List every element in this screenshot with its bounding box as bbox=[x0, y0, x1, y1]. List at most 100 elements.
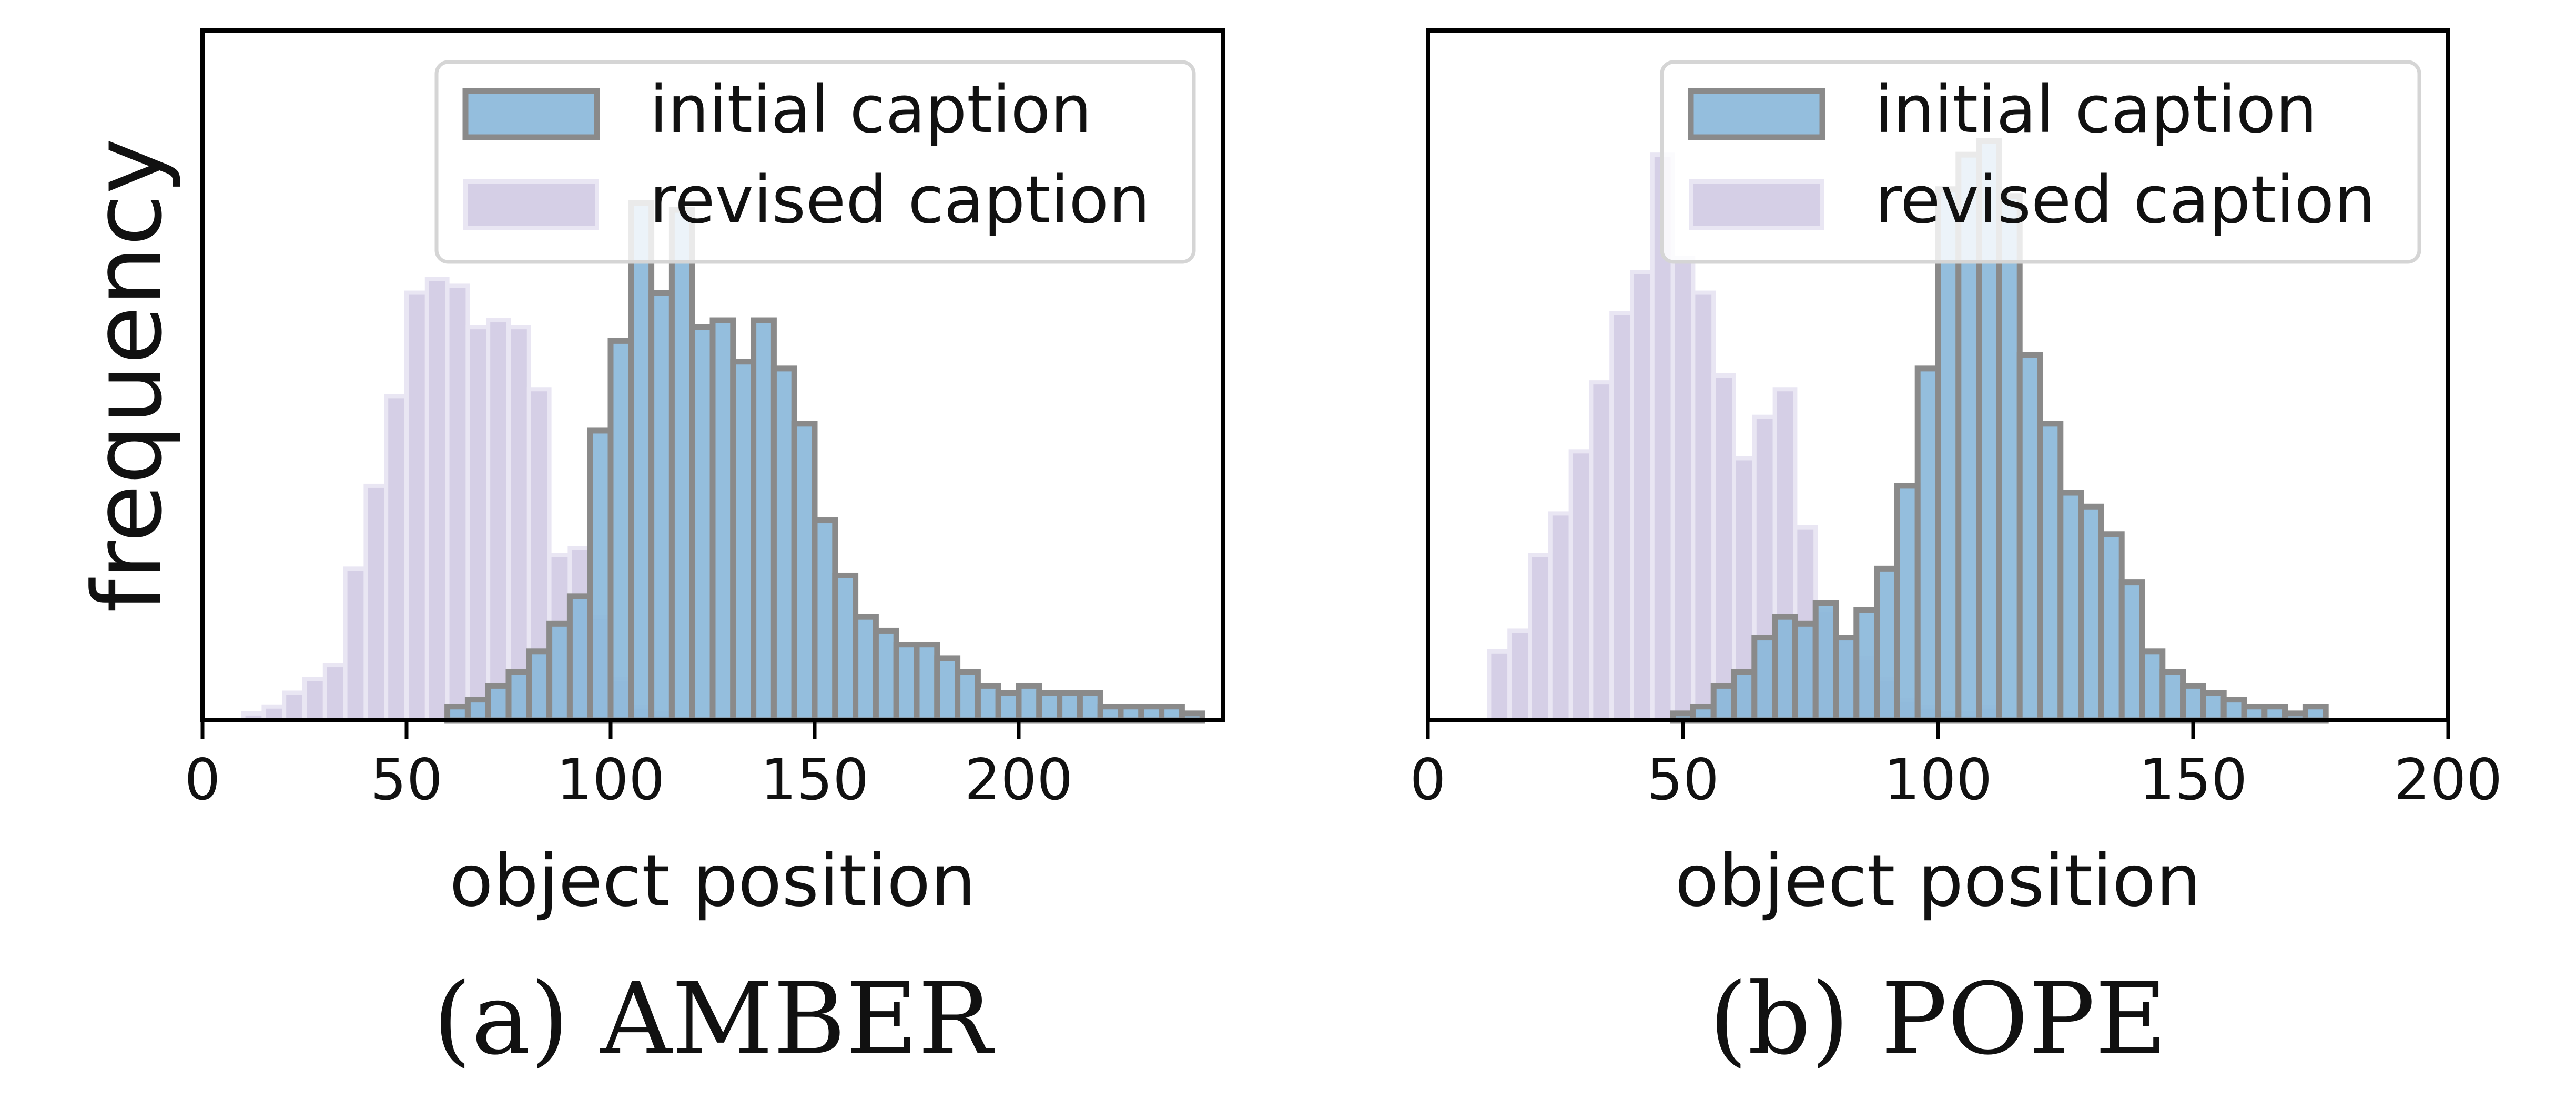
x-axis-label-amber: object position bbox=[449, 840, 976, 923]
bar-initial-caption-pope-16 bbox=[1996, 193, 2023, 724]
bar-initial-caption-pope-19 bbox=[2057, 490, 2084, 724]
legend-amber: initial caption revised caption bbox=[434, 60, 1196, 264]
bar-initial-caption-amber-3 bbox=[505, 669, 532, 724]
bar-initial-caption-amber-14 bbox=[730, 359, 757, 724]
bar-revised-caption-pope-1 bbox=[1507, 628, 1532, 722]
bar-initial-caption-pope-27 bbox=[2220, 697, 2247, 724]
bar-initial-caption-amber-13 bbox=[709, 317, 736, 724]
bar-revised-caption-amber-10 bbox=[445, 283, 470, 722]
bar-initial-caption-pope-5 bbox=[1772, 614, 1798, 724]
x-tick-label-pope-0: 0 bbox=[1410, 747, 1446, 813]
bar-initial-caption-amber-15 bbox=[751, 317, 777, 724]
bar-revised-caption-pope-10 bbox=[1691, 290, 1716, 722]
bar-initial-caption-amber-7 bbox=[587, 427, 614, 724]
bar-initial-caption-amber-2 bbox=[485, 683, 512, 724]
x-tick-label-amber-1: 50 bbox=[370, 747, 442, 813]
panel-pope: 0 50 100 150 200 object position initial capti… bbox=[1410, 28, 2502, 1077]
bar-initial-caption-pope-2 bbox=[1710, 683, 1737, 724]
legend-label-amber-1: revised caption bbox=[650, 162, 1150, 238]
bar-initial-caption-amber-21 bbox=[873, 627, 899, 724]
bar-initial-caption-pope-22 bbox=[2118, 579, 2145, 724]
bar-revised-caption-amber-13 bbox=[506, 325, 531, 722]
y-axis-label-amber: frequency bbox=[73, 138, 183, 613]
bar-initial-caption-amber-29 bbox=[1036, 690, 1063, 724]
x-tick-label-pope-3: 150 bbox=[2139, 747, 2247, 813]
bar-initial-caption-amber-11 bbox=[668, 207, 695, 724]
bar-initial-caption-amber-5 bbox=[546, 620, 573, 724]
bar-initial-caption-pope-12 bbox=[1914, 365, 1941, 724]
bar-revised-caption-pope-3 bbox=[1548, 511, 1573, 723]
panel-amber: 0 50 100 150 200 object position frequency init… bbox=[73, 28, 1225, 1077]
x-tick-label-pope-4: 200 bbox=[2394, 747, 2502, 813]
bar-revised-caption-amber-4 bbox=[322, 663, 348, 723]
x-tick-label-amber-4: 200 bbox=[965, 747, 1073, 813]
subcaption-pope: (b) POPE bbox=[1709, 962, 2167, 1077]
bar-initial-caption-amber-25 bbox=[955, 669, 981, 724]
bar-revised-caption-pope-7 bbox=[1630, 270, 1655, 722]
legend-swatch-pope-1 bbox=[1689, 179, 1824, 230]
bar-initial-caption-amber-28 bbox=[1016, 683, 1042, 724]
bar-initial-caption-amber-18 bbox=[812, 517, 838, 724]
legend-swatch-amber-0 bbox=[462, 88, 600, 140]
bar-initial-caption-pope-13 bbox=[1935, 186, 1962, 724]
x-tick-label-pope-1: 50 bbox=[1647, 747, 1719, 813]
bar-revised-caption-amber-8 bbox=[404, 290, 429, 722]
bar-revised-caption-amber-11 bbox=[465, 325, 491, 722]
bar-initial-caption-pope-4 bbox=[1751, 635, 1778, 724]
subcaption-amber: (a) AMBER bbox=[433, 962, 995, 1077]
bar-revised-caption-pope-6 bbox=[1609, 311, 1634, 722]
bar-initial-caption-pope-7 bbox=[1812, 600, 1839, 724]
bar-initial-caption-pope-21 bbox=[2098, 531, 2125, 724]
bar-revised-caption-pope-0 bbox=[1487, 649, 1512, 723]
bar-revised-caption-pope-9 bbox=[1670, 256, 1696, 722]
bar-initial-caption-pope-8 bbox=[1833, 635, 1860, 724]
plot-frame-amber bbox=[200, 28, 1225, 722]
bar-initial-caption-pope-25 bbox=[2180, 683, 2206, 724]
bar-initial-caption-amber-17 bbox=[791, 421, 818, 724]
legend-swatch-amber-1 bbox=[463, 179, 599, 230]
bar-initial-caption-pope-6 bbox=[1792, 620, 1819, 724]
bar-initial-caption-amber-9 bbox=[628, 200, 655, 724]
x-tick-label-pope-2: 100 bbox=[1884, 747, 1992, 813]
bar-initial-caption-pope-23 bbox=[2139, 648, 2166, 724]
bar-initial-caption-pope-26 bbox=[2200, 690, 2227, 724]
bar-initial-caption-amber-30 bbox=[1057, 690, 1083, 724]
bar-revised-caption-pope-5 bbox=[1589, 380, 1614, 722]
bar-revised-caption-amber-3 bbox=[302, 677, 327, 723]
bar-initial-caption-pope-3 bbox=[1731, 669, 1758, 724]
bar-initial-caption-amber-23 bbox=[914, 642, 940, 724]
legend-label-pope-0: initial caption bbox=[1875, 72, 2317, 148]
bar-initial-caption-amber-12 bbox=[689, 324, 716, 724]
bar-revised-caption-pope-2 bbox=[1528, 553, 1553, 722]
legend-pope: initial caption revised caption bbox=[1660, 60, 2421, 264]
bar-initial-caption-pope-24 bbox=[2159, 669, 2186, 724]
x-axis-label-pope: object position bbox=[1675, 840, 2201, 923]
bar-initial-caption-amber-4 bbox=[526, 648, 553, 724]
bar-revised-caption-amber-5 bbox=[343, 566, 368, 722]
bar-initial-caption-amber-27 bbox=[995, 690, 1022, 724]
bar-revised-caption-pope-4 bbox=[1568, 449, 1594, 722]
x-tick-label-amber-3: 150 bbox=[760, 747, 869, 813]
bar-revised-caption-amber-2 bbox=[282, 690, 307, 723]
bar-initial-caption-amber-26 bbox=[975, 683, 1001, 724]
bar-revised-caption-amber-7 bbox=[384, 394, 409, 722]
bar-initial-caption-amber-31 bbox=[1077, 690, 1103, 724]
bar-initial-caption-amber-24 bbox=[934, 655, 961, 724]
bar-initial-caption-amber-8 bbox=[607, 338, 634, 724]
bar-revised-caption-amber-9 bbox=[424, 277, 450, 722]
x-tick-label-amber-0: 0 bbox=[185, 747, 221, 813]
bar-revised-caption-amber-6 bbox=[363, 483, 389, 722]
bar-initial-caption-pope-17 bbox=[2016, 352, 2043, 724]
bar-initial-caption-pope-20 bbox=[2078, 503, 2104, 724]
bar-initial-caption-amber-20 bbox=[853, 614, 879, 724]
bar-initial-caption-amber-1 bbox=[464, 697, 491, 724]
bar-initial-caption-amber-22 bbox=[893, 642, 920, 724]
bar-initial-caption-amber-16 bbox=[770, 365, 797, 724]
bar-initial-caption-pope-9 bbox=[1853, 607, 1880, 724]
x-tick-label-amber-2: 100 bbox=[556, 747, 665, 813]
bar-initial-caption-amber-6 bbox=[566, 593, 593, 724]
bar-initial-caption-amber-10 bbox=[648, 290, 675, 724]
legend-box-amber bbox=[434, 60, 1196, 264]
bar-initial-caption-pope-18 bbox=[2037, 421, 2064, 724]
